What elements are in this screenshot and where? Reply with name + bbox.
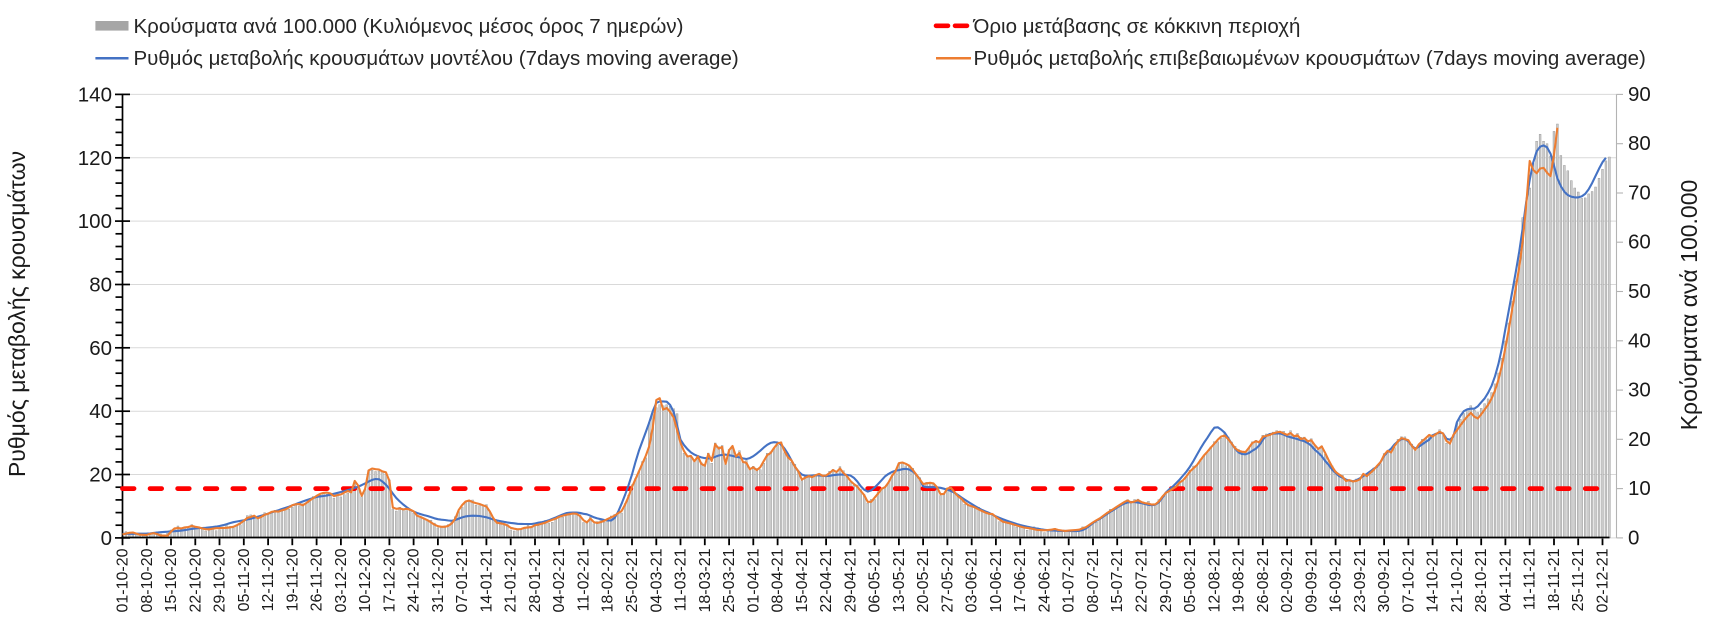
svg-text:08-04-21: 08-04-21 (770, 548, 787, 612)
svg-text:01-10-20: 01-10-20 (115, 548, 132, 612)
svg-text:15-10-20: 15-10-20 (163, 548, 180, 612)
svg-text:26-11-20: 26-11-20 (309, 548, 326, 611)
svg-text:08-07-21: 08-07-21 (1085, 548, 1102, 612)
svg-text:100: 100 (78, 210, 112, 233)
svg-text:15-04-21: 15-04-21 (794, 548, 811, 612)
svg-text:07-10-21: 07-10-21 (1400, 548, 1417, 612)
svg-text:Κρούσματα ανά 100.000: Κρούσματα ανά 100.000 (1676, 180, 1702, 431)
svg-text:02-09-21: 02-09-21 (1279, 548, 1296, 612)
svg-text:27-05-21: 27-05-21 (939, 548, 956, 612)
svg-text:20-05-21: 20-05-21 (915, 548, 932, 612)
svg-text:25-11-21: 25-11-21 (1570, 548, 1587, 611)
svg-text:18-03-21: 18-03-21 (697, 548, 714, 612)
svg-text:Ρυθμός μεταβολής επιβεβαιωμένω: Ρυθμός μεταβολής επιβεβαιωμένων κρουσμάτ… (974, 47, 1646, 70)
svg-text:13-05-21: 13-05-21 (891, 548, 908, 612)
svg-text:28-10-21: 28-10-21 (1473, 548, 1490, 612)
svg-text:29-04-21: 29-04-21 (842, 548, 859, 612)
svg-text:80: 80 (1628, 132, 1651, 155)
svg-text:04-03-21: 04-03-21 (648, 548, 665, 612)
svg-text:Ρυθμός μεταβολής κρουσμάτων: Ρυθμός μεταβολής κρουσμάτων (4, 151, 30, 477)
svg-text:07-01-21: 07-01-21 (454, 548, 471, 612)
svg-text:Κρούσματα ανά 100.000 (Κυλιόμε: Κρούσματα ανά 100.000 (Κυλιόμενος μέσος … (134, 15, 684, 38)
svg-text:10-12-20: 10-12-20 (357, 548, 374, 612)
svg-text:19-11-20: 19-11-20 (284, 548, 301, 611)
svg-text:22-10-20: 22-10-20 (187, 548, 204, 612)
svg-text:17-12-20: 17-12-20 (381, 548, 398, 612)
svg-text:70: 70 (1628, 182, 1651, 205)
svg-text:22-07-21: 22-07-21 (1134, 548, 1151, 612)
svg-text:04-02-21: 04-02-21 (551, 548, 568, 612)
svg-text:08-10-20: 08-10-20 (139, 548, 156, 612)
svg-text:0: 0 (101, 527, 112, 550)
svg-text:30: 30 (1628, 379, 1651, 402)
svg-text:04-11-21: 04-11-21 (1497, 548, 1514, 611)
svg-text:23-09-21: 23-09-21 (1352, 548, 1369, 612)
svg-text:60: 60 (1628, 231, 1651, 254)
svg-text:25-02-21: 25-02-21 (624, 548, 641, 612)
svg-text:29-10-20: 29-10-20 (212, 548, 229, 612)
svg-text:120: 120 (78, 147, 112, 170)
svg-text:06-05-21: 06-05-21 (867, 548, 884, 612)
svg-text:19-08-21: 19-08-21 (1231, 548, 1248, 612)
svg-text:05-08-21: 05-08-21 (1182, 548, 1199, 612)
svg-text:30-09-21: 30-09-21 (1376, 548, 1393, 612)
svg-text:29-07-21: 29-07-21 (1158, 548, 1175, 612)
svg-text:140: 140 (78, 83, 112, 106)
svg-text:21-10-21: 21-10-21 (1449, 548, 1466, 612)
svg-text:05-11-20: 05-11-20 (236, 548, 253, 611)
svg-text:18-11-21: 18-11-21 (1546, 548, 1563, 611)
svg-text:18-02-21: 18-02-21 (600, 548, 617, 612)
svg-text:11-03-21: 11-03-21 (673, 548, 690, 611)
svg-text:12-11-20: 12-11-20 (260, 548, 277, 611)
svg-text:28-01-21: 28-01-21 (527, 548, 544, 612)
svg-text:40: 40 (1628, 329, 1651, 352)
svg-text:01-07-21: 01-07-21 (1061, 548, 1078, 612)
svg-text:Ρυθμός μεταβολής κρουσμάτων μο: Ρυθμός μεταβολής κρουσμάτων μοντέλου (7d… (134, 47, 739, 70)
svg-text:01-04-21: 01-04-21 (745, 548, 762, 612)
svg-text:50: 50 (1628, 280, 1651, 303)
svg-text:11-11-21: 11-11-21 (1522, 548, 1539, 610)
svg-text:Όριο μετάβασης σε κόκκινη περι: Όριο μετάβασης σε κόκκινη περιοχή (973, 15, 1301, 38)
svg-text:40: 40 (89, 400, 112, 423)
svg-text:31-12-20: 31-12-20 (430, 548, 447, 612)
svg-text:21-01-21: 21-01-21 (503, 548, 520, 612)
svg-text:20: 20 (1628, 428, 1651, 451)
svg-text:24-12-20: 24-12-20 (406, 548, 423, 612)
svg-text:17-06-21: 17-06-21 (1012, 548, 1029, 612)
svg-text:16-09-21: 16-09-21 (1328, 548, 1345, 612)
svg-text:02-12-21: 02-12-21 (1595, 548, 1612, 612)
svg-text:10: 10 (1628, 477, 1651, 500)
svg-text:03-12-20: 03-12-20 (333, 548, 350, 612)
svg-text:15-07-21: 15-07-21 (1109, 548, 1126, 612)
svg-text:11-02-21: 11-02-21 (576, 548, 593, 611)
svg-text:80: 80 (89, 274, 112, 297)
svg-text:12-08-21: 12-08-21 (1206, 548, 1223, 612)
svg-text:60: 60 (89, 337, 112, 360)
svg-text:14-01-21: 14-01-21 (478, 548, 495, 612)
svg-text:25-03-21: 25-03-21 (721, 548, 738, 612)
svg-text:26-08-21: 26-08-21 (1255, 548, 1272, 612)
svg-text:22-04-21: 22-04-21 (818, 548, 835, 612)
svg-text:14-10-21: 14-10-21 (1425, 548, 1442, 612)
svg-text:09-09-21: 09-09-21 (1303, 548, 1320, 612)
svg-text:90: 90 (1628, 83, 1651, 106)
svg-text:24-06-21: 24-06-21 (1037, 548, 1054, 612)
svg-text:10-06-21: 10-06-21 (988, 548, 1005, 612)
svg-text:0: 0 (1628, 526, 1639, 549)
svg-text:03-06-21: 03-06-21 (964, 548, 981, 612)
svg-text:20: 20 (89, 464, 112, 487)
